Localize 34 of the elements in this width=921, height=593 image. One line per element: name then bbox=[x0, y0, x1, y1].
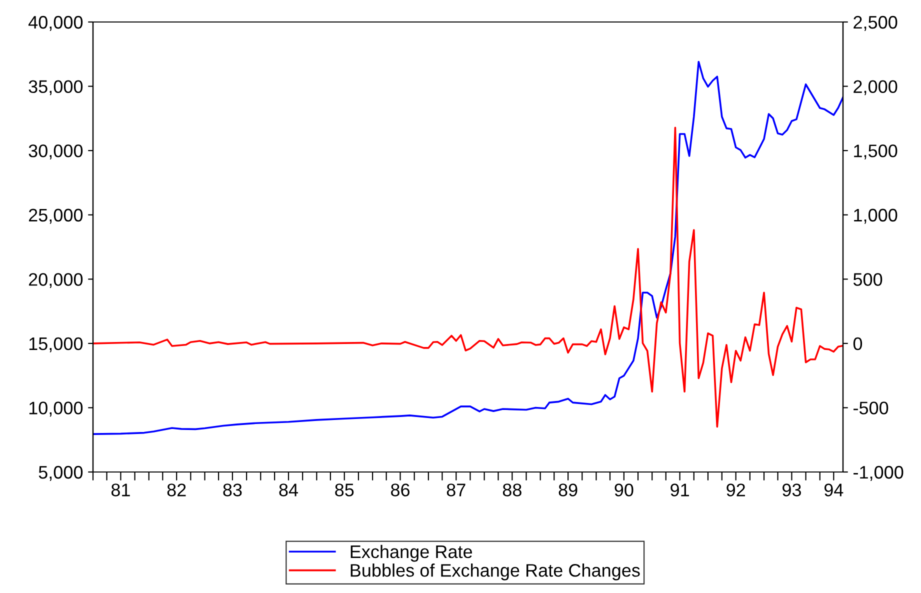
x-tick-label: 82 bbox=[167, 484, 186, 496]
x-tick-label: 90 bbox=[614, 484, 634, 496]
y-tick-label: 20,000 bbox=[28, 273, 83, 288]
y-tick-label: 10,000 bbox=[29, 402, 83, 417]
y-tick-label: 40,000 bbox=[28, 16, 83, 31]
x-tick-label: 87 bbox=[446, 484, 466, 496]
y2-tick-label: 0 bbox=[853, 337, 862, 350]
legend-label: Exchange Rate bbox=[350, 544, 472, 562]
x-tick-label: 83 bbox=[223, 484, 242, 496]
x-tick-label: 86 bbox=[391, 484, 410, 496]
y-tick-label: 5,000 bbox=[38, 466, 83, 481]
x-tick-label: 94 bbox=[824, 484, 844, 496]
legend-label: Bubbles of Exchange Rate Changes bbox=[350, 564, 640, 580]
y-tick-label: 15,000 bbox=[29, 337, 83, 352]
x-tick-label: 93 bbox=[782, 484, 801, 496]
x-tick-label: 84 bbox=[279, 484, 298, 496]
y2-tick-label: -1,000 bbox=[854, 466, 904, 481]
x-tick-label: 89 bbox=[558, 484, 578, 496]
y2-tick-label: 1,000 bbox=[854, 208, 898, 224]
x-tick-label: 81 bbox=[111, 484, 130, 496]
y-tick-label: 30,000 bbox=[28, 144, 83, 160]
y2-tick-label: 500 bbox=[853, 273, 882, 286]
line-series bbox=[93, 126, 843, 428]
line-series bbox=[93, 60, 843, 435]
x-tick-label: 92 bbox=[726, 484, 745, 496]
x-tick-label: 85 bbox=[335, 484, 354, 496]
y2-tick-label: -500 bbox=[854, 402, 888, 414]
y-tick-label: 35,000 bbox=[28, 80, 83, 96]
y2-tick-label: 2,000 bbox=[854, 80, 898, 96]
y2-tick-label: 1,500 bbox=[854, 144, 898, 160]
x-tick-label: 88 bbox=[502, 484, 522, 496]
y2-tick-label: 2,500 bbox=[854, 16, 898, 31]
y-tick-label: 25,000 bbox=[28, 208, 83, 224]
x-tick-label: 91 bbox=[670, 484, 689, 496]
